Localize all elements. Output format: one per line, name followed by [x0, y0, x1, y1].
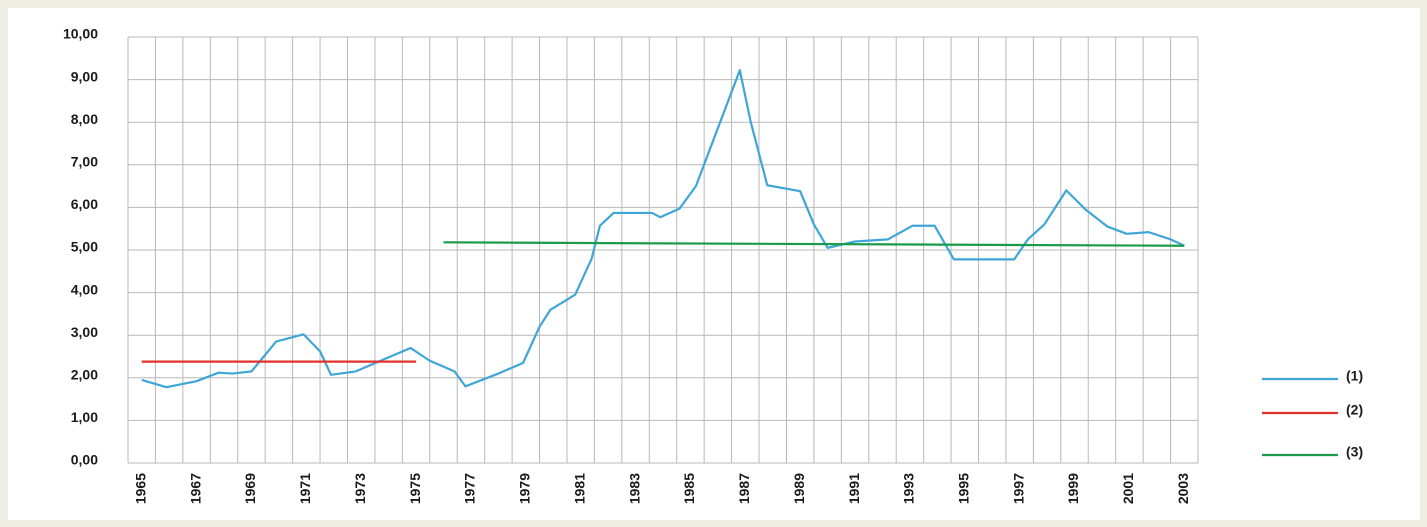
y-tick-label: 8,00 — [71, 111, 98, 127]
x-tick-label: 2003 — [1175, 473, 1191, 504]
y-tick-label: 1,00 — [71, 409, 98, 425]
data-line — [443, 241, 1185, 247]
x-tick-label: 1965 — [132, 473, 148, 504]
panel — [8, 8, 1420, 520]
y-tick-label: 0,00 — [71, 452, 98, 468]
y-tick-label: 6,00 — [71, 196, 98, 212]
x-tick-label: 1969 — [242, 473, 258, 504]
y-tick-label: 5,00 — [71, 239, 98, 255]
x-tick-label: 1985 — [681, 473, 697, 504]
y-tick-label: 3,00 — [71, 324, 98, 340]
y-tick-label: 2,00 — [71, 367, 98, 383]
y-tick-label: 4,00 — [71, 281, 98, 297]
x-tick-label: 1975 — [407, 473, 423, 504]
x-tick-label: 1981 — [571, 473, 587, 504]
x-tick-label: 1989 — [791, 473, 807, 504]
legend-label: (1) — [1346, 368, 1363, 384]
y-tick-label: 7,00 — [71, 154, 98, 170]
x-tick-label: 1993 — [901, 473, 917, 504]
x-tick-label: 1999 — [1065, 473, 1081, 504]
x-tick-label: 1977 — [462, 473, 478, 504]
x-tick-label: 1983 — [626, 473, 642, 504]
x-tick-label: 1997 — [1010, 473, 1026, 504]
x-tick-label: 1973 — [352, 473, 368, 504]
legend-label: (3) — [1346, 444, 1363, 460]
x-tick-label: 1971 — [297, 473, 313, 504]
y-tick-label: 10,00 — [63, 26, 98, 42]
x-tick-label: 1991 — [846, 473, 862, 504]
x-tick-label: 2001 — [1120, 473, 1136, 504]
data-line — [141, 69, 1185, 389]
y-tick-label: 9,00 — [71, 68, 98, 84]
x-tick-label: 1987 — [736, 473, 752, 504]
x-tick-label: 1979 — [517, 473, 533, 504]
legend-label: (2) — [1346, 402, 1363, 418]
x-tick-label: 1967 — [187, 473, 203, 504]
x-tick-label: 1995 — [955, 473, 971, 504]
